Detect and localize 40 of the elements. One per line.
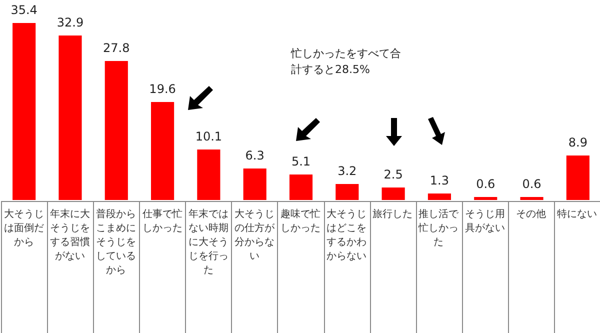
bar — [520, 197, 544, 200]
annotation: 忙しかったをすべて合計すると28.5% — [290, 47, 401, 76]
x-tick-label: 仕事で忙しかった — [142, 208, 182, 234]
bar — [336, 184, 359, 200]
data-label: 32.9 — [56, 16, 84, 30]
data-label: 0.6 — [476, 177, 496, 191]
bar — [289, 174, 313, 200]
x-tick-label: 大そうじはどこをするかわからない — [326, 208, 367, 262]
x-tick-label: 趣味で忙しかった — [280, 208, 320, 234]
x-tick-label: 大そうじの仕方が分からない — [234, 208, 276, 262]
data-label: 27.8 — [103, 41, 130, 55]
x-tick-label: 旅行した — [372, 208, 413, 220]
x-tick-label: 年末に大そうじをする習慣がない — [50, 208, 90, 262]
x-tick-label: 年末ではない時期に大そうじを行った — [188, 208, 228, 276]
data-label: 3.2 — [338, 164, 357, 178]
bar — [243, 168, 266, 200]
bar — [12, 23, 36, 200]
x-tick-label: 大そうじは面倒だから — [4, 208, 44, 248]
bar — [428, 194, 451, 200]
data-label: 19.6 — [149, 82, 176, 96]
data-label: 10.1 — [195, 130, 222, 144]
data-label: 0.6 — [522, 177, 542, 191]
x-tick-label: 推し活で忙しかった — [418, 208, 460, 248]
data-label: 35.4 — [10, 3, 38, 17]
bar — [58, 36, 82, 200]
x-tick-label: そうじ用具がない — [464, 209, 505, 234]
bar — [197, 150, 220, 200]
x-tick-label: 特にない — [556, 208, 597, 220]
bar — [151, 102, 174, 200]
x-tick-label: 普段からこまめにそうじをしているから — [96, 208, 136, 276]
bar — [566, 156, 590, 200]
data-label: 2.5 — [384, 168, 403, 182]
bar — [104, 61, 128, 200]
data-label: 5.1 — [291, 154, 311, 168]
bar — [474, 197, 498, 200]
data-label: 8.9 — [568, 136, 588, 150]
data-label: 1.3 — [430, 174, 450, 188]
bar — [382, 188, 405, 200]
x-tick-label: その他 — [516, 208, 546, 220]
data-label: 6.3 — [245, 148, 264, 162]
